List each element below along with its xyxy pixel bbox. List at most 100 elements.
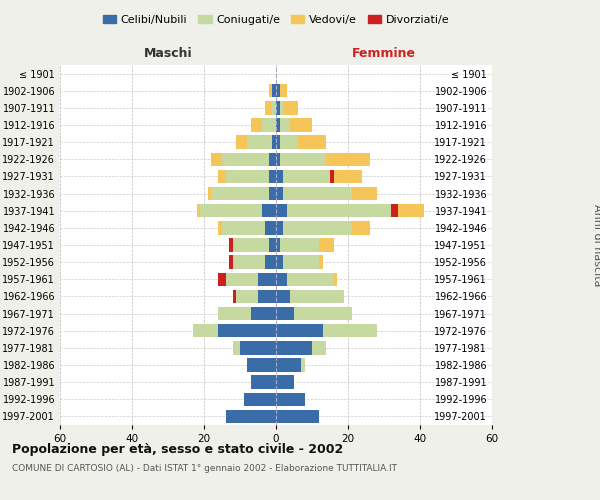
Bar — [236, 136, 247, 149]
Bar — [236, 290, 258, 303]
Bar — [276, 152, 280, 166]
Bar — [200, 204, 262, 218]
Bar — [276, 341, 312, 354]
Bar — [276, 238, 280, 252]
Bar — [276, 204, 287, 218]
Bar — [283, 221, 352, 234]
Bar — [272, 101, 276, 114]
Bar — [276, 187, 283, 200]
Bar — [352, 221, 370, 234]
Bar — [287, 204, 391, 218]
Bar — [229, 256, 233, 269]
Bar — [280, 118, 290, 132]
Bar — [276, 118, 280, 132]
Bar — [280, 84, 287, 98]
Bar — [323, 324, 377, 338]
Bar — [276, 170, 283, 183]
Bar — [218, 324, 276, 338]
Bar — [272, 136, 276, 149]
Bar — [229, 238, 233, 252]
Bar — [319, 256, 323, 269]
Bar — [265, 101, 272, 114]
Bar — [280, 101, 283, 114]
Bar — [276, 358, 301, 372]
Bar — [334, 170, 362, 183]
Bar — [283, 256, 319, 269]
Bar — [276, 392, 305, 406]
Bar — [276, 136, 280, 149]
Bar — [287, 272, 334, 286]
Bar — [269, 170, 276, 183]
Bar — [197, 204, 200, 218]
Bar — [276, 410, 319, 423]
Text: Femmine: Femmine — [352, 47, 416, 60]
Bar — [222, 221, 265, 234]
Bar — [290, 118, 312, 132]
Bar — [276, 256, 283, 269]
Bar — [265, 256, 276, 269]
Bar — [280, 136, 298, 149]
Bar — [276, 84, 280, 98]
Bar — [276, 221, 283, 234]
Bar — [283, 187, 352, 200]
Bar — [276, 101, 280, 114]
Legend: Celibi/Nubili, Coniugati/e, Vedovi/e, Divorziati/e: Celibi/Nubili, Coniugati/e, Vedovi/e, Di… — [98, 10, 454, 29]
Text: Anni di nascita: Anni di nascita — [592, 204, 600, 286]
Bar — [330, 170, 334, 183]
Bar — [226, 272, 258, 286]
Bar — [283, 170, 330, 183]
Bar — [251, 118, 262, 132]
Bar — [269, 84, 272, 98]
Bar — [240, 341, 276, 354]
Bar — [269, 187, 276, 200]
Bar — [262, 204, 276, 218]
Bar — [276, 272, 287, 286]
Bar — [211, 187, 269, 200]
Bar — [233, 341, 240, 354]
Bar — [218, 307, 251, 320]
Bar — [226, 410, 276, 423]
Bar — [233, 238, 269, 252]
Bar — [265, 221, 276, 234]
Bar — [226, 170, 269, 183]
Bar — [193, 324, 218, 338]
Bar — [391, 204, 398, 218]
Bar — [334, 272, 337, 286]
Bar — [272, 84, 276, 98]
Bar — [233, 256, 265, 269]
Bar — [280, 152, 326, 166]
Bar — [269, 238, 276, 252]
Bar — [276, 324, 323, 338]
Bar — [247, 358, 276, 372]
Text: Popolazione per età, sesso e stato civile - 2002: Popolazione per età, sesso e stato civil… — [12, 442, 343, 456]
Bar — [269, 152, 276, 166]
Bar — [319, 238, 334, 252]
Bar — [233, 290, 236, 303]
Bar — [298, 136, 326, 149]
Bar — [301, 358, 305, 372]
Bar — [251, 376, 276, 389]
Bar — [247, 136, 272, 149]
Bar — [211, 152, 222, 166]
Bar — [276, 290, 290, 303]
Bar — [283, 101, 298, 114]
Text: COMUNE DI CARTOSIO (AL) - Dati ISTAT 1° gennaio 2002 - Elaborazione TUTTITALIA.I: COMUNE DI CARTOSIO (AL) - Dati ISTAT 1° … — [12, 464, 397, 473]
Bar — [280, 238, 319, 252]
Bar — [218, 272, 226, 286]
Bar — [276, 307, 294, 320]
Bar — [244, 392, 276, 406]
Bar — [258, 290, 276, 303]
Bar — [290, 290, 344, 303]
Bar — [222, 152, 269, 166]
Bar — [262, 118, 276, 132]
Bar — [294, 307, 352, 320]
Bar — [398, 204, 424, 218]
Bar — [218, 221, 222, 234]
Bar — [352, 187, 377, 200]
Bar — [326, 152, 370, 166]
Bar — [276, 376, 294, 389]
Text: Maschi: Maschi — [143, 47, 193, 60]
Bar — [258, 272, 276, 286]
Bar — [208, 187, 211, 200]
Bar — [251, 307, 276, 320]
